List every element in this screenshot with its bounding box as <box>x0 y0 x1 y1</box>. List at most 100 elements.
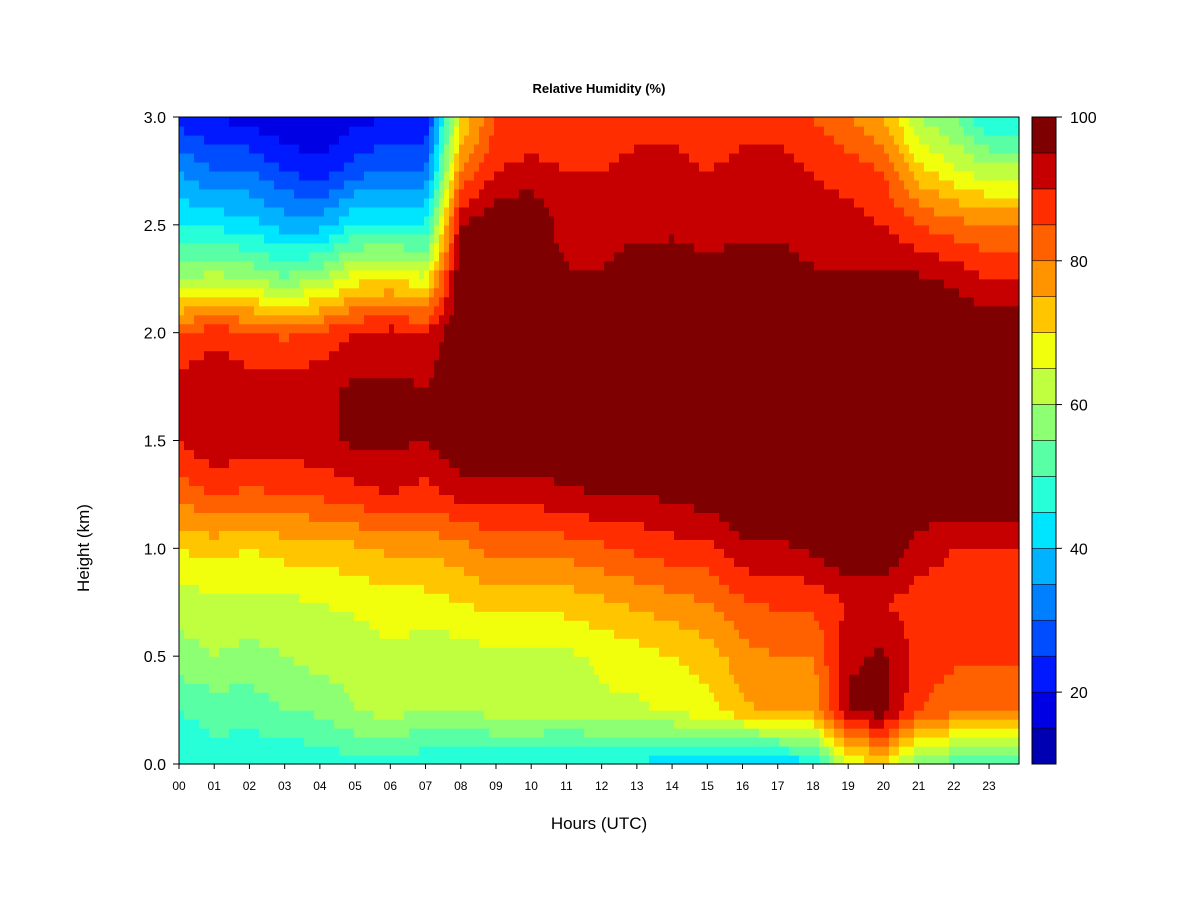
heatmap-cell <box>204 755 210 765</box>
heatmap-cell <box>479 710 485 720</box>
heatmap-cell <box>474 467 480 478</box>
heatmap-cell <box>189 701 195 711</box>
heatmap-cell <box>219 755 225 765</box>
heatmap-cell <box>319 296 325 307</box>
heatmap-cell <box>334 746 340 756</box>
heatmap-cell <box>234 557 240 567</box>
heatmap-cell <box>394 296 400 307</box>
heatmap-cell <box>184 458 190 469</box>
heatmap-cell <box>404 494 410 505</box>
heatmap-cell <box>359 161 365 172</box>
heatmap-cell <box>384 125 390 136</box>
heatmap-cell <box>229 134 235 145</box>
heatmap-cell <box>459 476 465 487</box>
heatmap-cell <box>434 215 440 226</box>
heatmap-cell <box>449 350 455 361</box>
heatmap-cell <box>184 548 190 558</box>
heatmap-cell <box>439 368 445 379</box>
heatmap-cell <box>519 575 525 585</box>
heatmap-cell <box>359 458 365 469</box>
heatmap-cell <box>209 287 215 298</box>
heatmap-cell <box>294 179 300 190</box>
heatmap-cell <box>219 557 225 567</box>
heatmap-cell <box>479 638 485 648</box>
heatmap-cell <box>419 215 425 226</box>
heatmap-cell <box>194 656 200 666</box>
heatmap-cell <box>199 395 205 406</box>
heatmap-cell <box>354 242 360 253</box>
heatmap-cell <box>514 404 520 415</box>
heatmap-cell <box>459 638 465 648</box>
heatmap-cell <box>219 620 225 630</box>
heatmap-cell <box>314 692 320 702</box>
heatmap-cell <box>449 539 455 549</box>
heatmap-cell <box>274 611 280 621</box>
heatmap-cell <box>234 386 240 397</box>
heatmap-cell <box>499 638 505 648</box>
heatmap-cell <box>214 287 220 298</box>
heatmap-cell <box>429 134 435 145</box>
heatmap-cell <box>359 647 365 657</box>
heatmap-cell <box>204 620 210 630</box>
heatmap-cell <box>344 404 350 415</box>
heatmap-cell <box>419 485 425 496</box>
heatmap-cell <box>184 449 190 460</box>
heatmap-cell <box>374 143 380 154</box>
heatmap-cell <box>404 152 410 163</box>
heatmap-cell <box>194 278 200 289</box>
heatmap-cell <box>349 494 355 505</box>
heatmap-cell <box>429 377 435 388</box>
heatmap-cell <box>344 521 350 531</box>
heatmap-cell <box>264 449 270 460</box>
heatmap-cell <box>194 620 200 630</box>
heatmap-cell <box>339 260 345 271</box>
heatmap-cell <box>399 332 405 343</box>
heatmap-cell <box>519 737 525 747</box>
heatmap-cell <box>304 719 310 729</box>
heatmap-cell <box>484 656 490 666</box>
heatmap-cell <box>254 485 260 496</box>
heatmap-cell <box>349 665 355 675</box>
heatmap-cell <box>454 656 460 666</box>
heatmap-cell <box>479 341 485 352</box>
heatmap-cell <box>259 359 265 370</box>
heatmap-cell <box>194 647 200 657</box>
heatmap-cell <box>499 117 505 127</box>
heatmap-cell <box>294 386 300 397</box>
heatmap-cell <box>409 404 415 415</box>
heatmap-cell <box>449 413 455 424</box>
heatmap-cell <box>294 134 300 145</box>
heatmap-cell <box>399 404 405 415</box>
heatmap-cell <box>294 242 300 253</box>
heatmap-cell <box>199 449 205 460</box>
heatmap-cell <box>224 359 230 370</box>
heatmap-cell <box>259 260 265 271</box>
heatmap-cell <box>284 377 290 388</box>
heatmap-cell <box>369 368 375 379</box>
heatmap-cell <box>199 719 205 729</box>
heatmap-cell <box>479 647 485 657</box>
heatmap-cell <box>214 431 220 442</box>
heatmap-cell <box>439 602 445 612</box>
heatmap-cell <box>259 296 265 307</box>
heatmap-cell <box>209 584 215 594</box>
heatmap-cell <box>499 746 505 756</box>
heatmap-cell <box>364 117 370 127</box>
heatmap-cell <box>414 728 420 738</box>
heatmap-cell <box>459 431 465 442</box>
heatmap-cell <box>354 260 360 271</box>
heatmap-cell <box>269 503 275 513</box>
heatmap-cell <box>389 161 395 172</box>
heatmap-cell <box>189 251 195 262</box>
heatmap-cell <box>324 602 330 612</box>
heatmap-cell <box>499 404 505 415</box>
heatmap-cell <box>424 719 430 729</box>
heatmap-cell <box>279 548 285 558</box>
heatmap-cell <box>219 737 225 747</box>
heatmap-cell <box>409 161 415 172</box>
heatmap-cell <box>429 548 435 558</box>
heatmap-cell <box>184 593 190 603</box>
heatmap-cell <box>339 386 345 397</box>
heatmap-cell <box>434 125 440 136</box>
